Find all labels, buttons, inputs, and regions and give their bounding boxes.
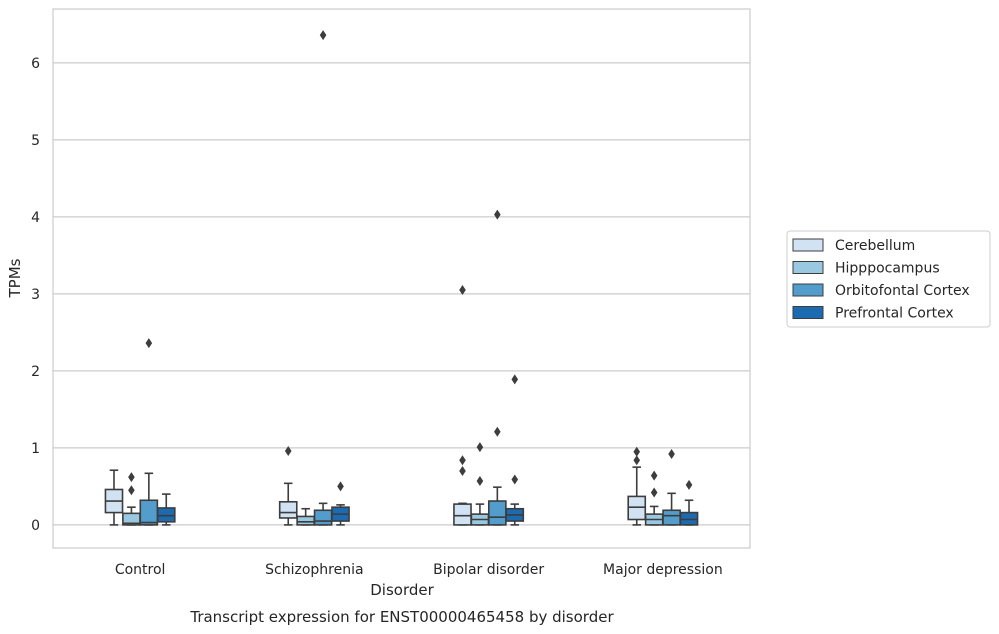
y-axis-label: TPMs — [6, 258, 24, 298]
box-iqr — [278, 500, 298, 519]
outlier-point — [633, 455, 641, 466]
outlier-point — [128, 485, 135, 496]
outlier-point — [459, 285, 466, 296]
box-plot — [487, 209, 507, 526]
outlier-point — [633, 446, 641, 457]
y-tick-label: 6 — [31, 56, 40, 72]
x-tick-label: Control — [115, 562, 166, 578]
outlier-point — [685, 479, 693, 490]
legend-swatch — [792, 261, 824, 274]
box-iqr — [662, 509, 681, 526]
box-plot — [278, 445, 298, 526]
outlier-point — [476, 476, 484, 487]
legend-frame — [786, 230, 991, 328]
box-iqr — [453, 503, 472, 526]
y-tick-label: 2 — [31, 364, 40, 380]
box-plot — [122, 472, 141, 526]
box-plot — [331, 481, 350, 526]
box-iqr — [313, 509, 333, 526]
x-tick-label: Bipolar disorder — [433, 562, 544, 578]
x-tick-label: Schizophrenia — [265, 562, 363, 578]
legend-swatch — [792, 306, 824, 319]
outlier-point — [459, 466, 466, 476]
legend-label: Cerebellum — [835, 238, 915, 254]
plot-frame — [52, 8, 751, 549]
x-tick-label: Major depression — [603, 562, 723, 578]
box-iqr — [296, 515, 316, 526]
legend-swatch — [792, 238, 824, 252]
y-tick-label: 4 — [31, 210, 40, 226]
outlier-point — [145, 338, 153, 349]
x-axis-label: Disorder — [370, 581, 434, 599]
box-plot — [296, 507, 316, 526]
box-plot — [627, 446, 647, 526]
legend-swatch — [792, 283, 824, 297]
outlier-point — [476, 442, 484, 453]
legend-label: Prefrontal Cortex — [835, 306, 954, 322]
chart-caption: Transcript expression for ENST0000046545… — [189, 608, 614, 626]
outlier-point — [650, 470, 658, 481]
y-tick-label: 5 — [31, 133, 40, 149]
x-tick-labels: Control Schizophrenia Bipolar disorder Majo… — [115, 562, 723, 578]
outlier-point — [650, 487, 658, 498]
outlier-point — [511, 374, 519, 385]
box-plot — [644, 470, 664, 526]
legend-label: Hipppocampus — [835, 261, 940, 277]
box-plot — [313, 30, 333, 526]
box-iqr — [487, 500, 507, 526]
box-plot — [156, 493, 176, 526]
outlier-point — [284, 445, 292, 456]
box-plot — [104, 469, 124, 526]
outlier-point — [128, 472, 135, 483]
box-plot — [139, 338, 159, 526]
outlier-point — [494, 209, 501, 220]
outlier-point — [319, 30, 327, 41]
outlier-point — [511, 474, 519, 485]
box-plot — [662, 449, 681, 526]
y-tick-labels: 0 1 2 3 4 5 6 — [31, 56, 40, 534]
y-tick-label: 1 — [31, 441, 40, 457]
y-tick-label: 0 — [31, 518, 40, 534]
gridlines — [53, 62, 750, 526]
box-plot — [505, 374, 525, 526]
box-plot — [453, 285, 472, 526]
legend-label: Orbitofontal Cortex — [835, 283, 970, 299]
legend: Cerebellum Hipppocampus Orbitofontal Corte… — [786, 230, 991, 328]
outlier-point — [494, 426, 501, 437]
box-plots — [104, 30, 699, 526]
outlier-point — [668, 449, 675, 460]
outlier-point — [337, 481, 344, 492]
box-iqr — [139, 499, 159, 526]
box-plot — [470, 442, 490, 526]
y-tick-label: 3 — [31, 287, 40, 303]
box-plot — [679, 479, 699, 526]
outlier-point — [459, 455, 466, 466]
legend-entries: Cerebellum Hipppocampus Orbitofontal Corte… — [792, 238, 970, 322]
